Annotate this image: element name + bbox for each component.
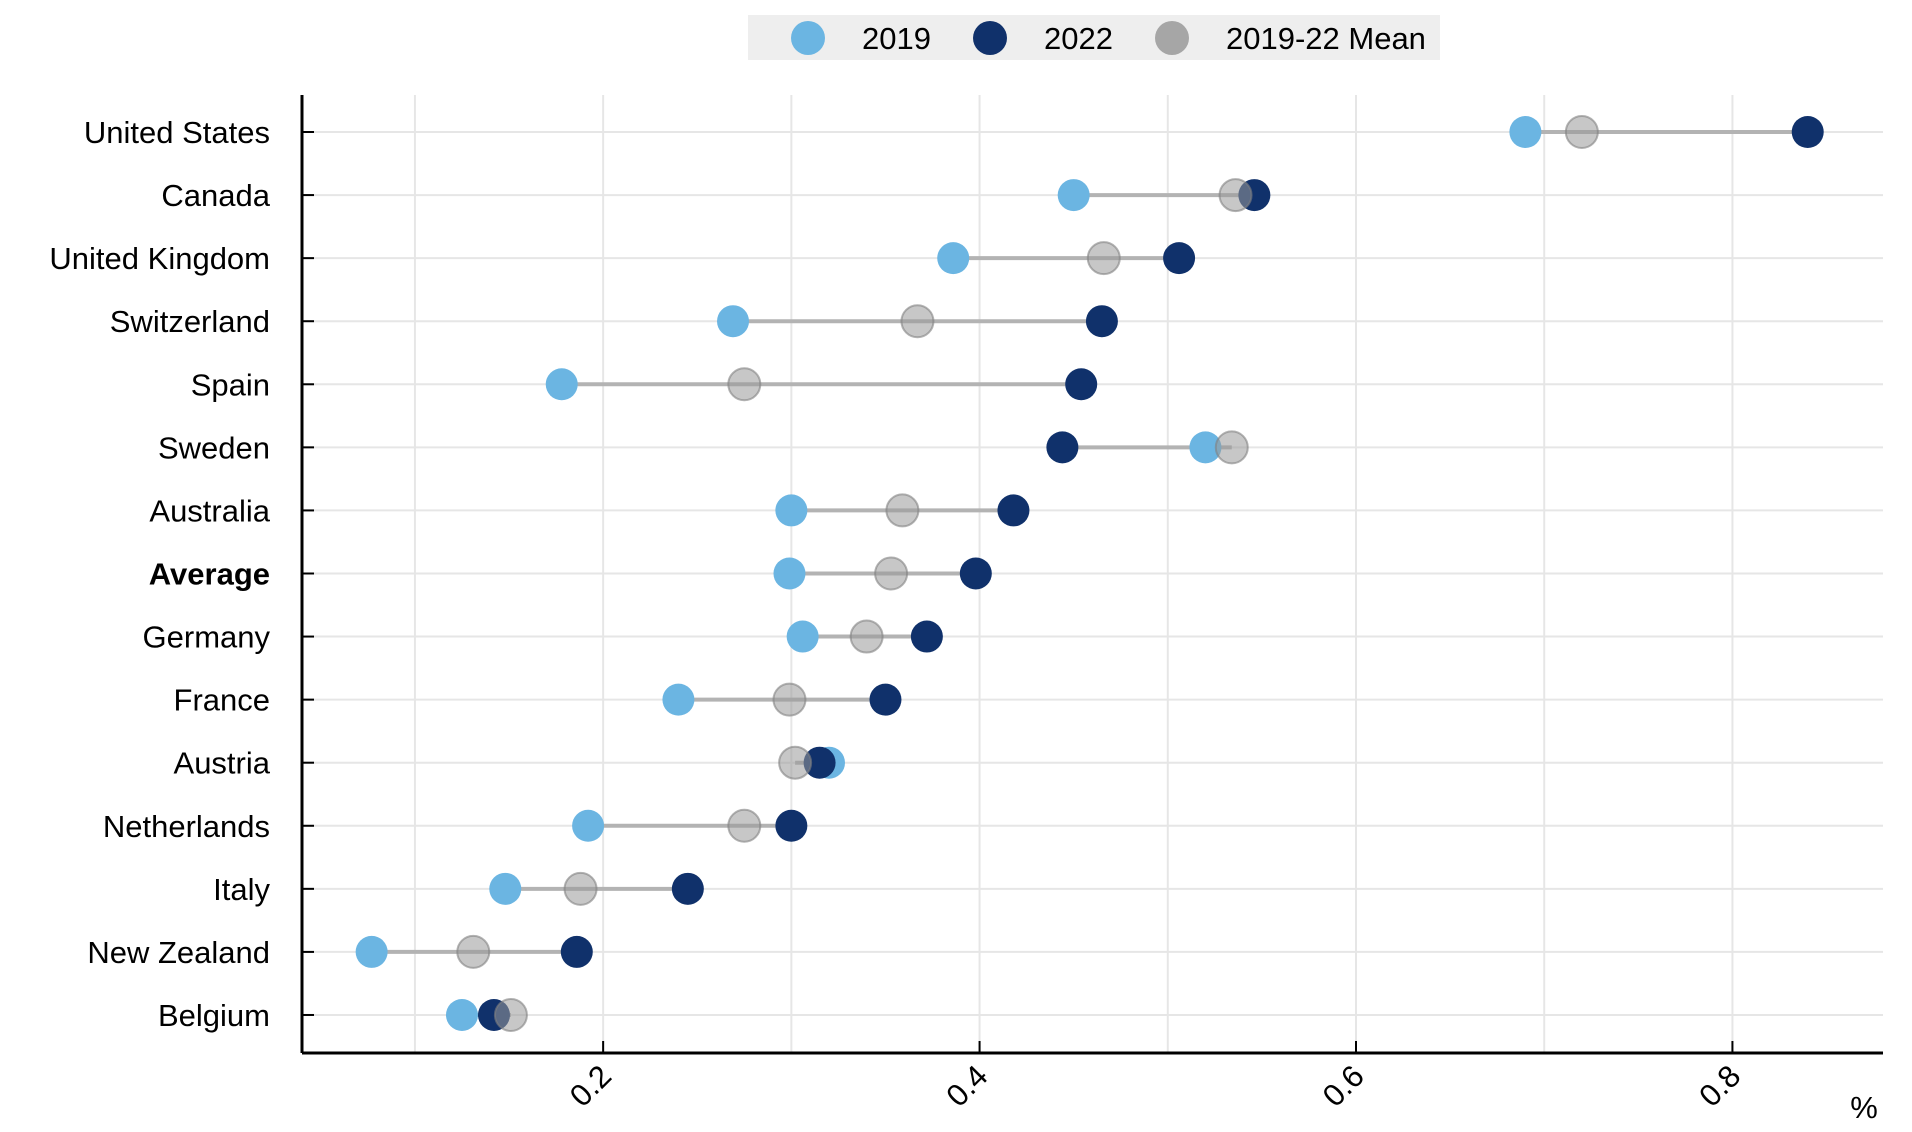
point-2019 [1057,179,1090,212]
axis-layer: United States Canada United Kingdom Switzer… [49,95,1883,1125]
row-belgium [445,997,528,1032]
row-australia [775,493,1030,528]
x-unit-label: % [1850,1090,1878,1125]
legend-item-3: 2019-22 Mean [1155,21,1426,56]
row-united-states [1509,115,1824,149]
row-spain [545,367,1098,402]
row-canada [1057,178,1271,213]
point-mean [1214,430,1249,465]
point-2022 [869,683,902,716]
point-2022 [997,494,1030,527]
point-mean [778,745,813,780]
row-average [773,556,992,591]
point-2019 [355,935,388,968]
row-italy [489,871,704,906]
category-label: Netherlands [103,809,270,844]
point-2022 [1791,116,1824,148]
category-label: Average [149,556,270,591]
point-mean [1564,115,1599,149]
point-2019 [937,242,970,275]
row-new-zealand [355,934,593,969]
category-label: Spain [191,367,270,402]
row-france [662,682,902,717]
point-mean [874,556,909,591]
point-2022 [1163,242,1196,275]
point-2019 [1509,116,1542,148]
category-label: France [174,683,270,718]
row-united-kingdom [937,241,1196,276]
row-germany [786,619,943,654]
point-2022 [959,557,992,590]
row-austria [778,745,845,780]
legend: 2019 2022 2019-22 Mean [748,15,1440,60]
row-netherlands [572,808,808,843]
point-2019 [717,305,750,338]
point-mean [493,997,528,1032]
category-label: New Zealand [87,935,270,970]
point-2019 [489,872,522,905]
legend-marker [1155,21,1189,55]
point-2019 [775,494,808,527]
point-2019 [572,809,605,842]
row-sweden [1046,430,1249,465]
point-2022 [1085,305,1118,338]
category-label: Sweden [158,430,270,465]
point-2022 [775,809,808,842]
category-label: Canada [161,178,270,213]
point-2019 [773,557,806,590]
point-mean [1086,241,1121,276]
category-label: Austria [174,746,271,781]
category-label: Switzerland [110,304,270,339]
category-label: Belgium [158,998,270,1033]
point-2019 [786,620,819,653]
legend-marker [791,21,825,55]
category-label: Germany [143,620,271,655]
point-mean [1218,178,1253,213]
point-mean [563,871,598,906]
point-2022 [560,935,593,968]
legend-label: 2019-22 Mean [1226,21,1426,56]
point-2022 [1065,368,1098,401]
legend-marker [973,21,1007,55]
point-mean [900,304,935,339]
legend-item-2: 2022 [973,21,1113,56]
point-2022 [671,872,704,905]
category-label: Australia [149,493,270,528]
point-2019 [545,368,578,401]
rows-layer [355,115,1824,1032]
legend-item-1: 2019 [791,21,931,56]
row-switzerland [717,304,1118,339]
point-2019 [445,998,478,1031]
category-label: United Kingdom [49,241,270,276]
category-label: Italy [213,872,270,907]
legend-label: 2022 [1044,21,1113,56]
legend-background [748,15,1440,60]
point-mean [727,808,762,843]
point-mean [885,493,920,528]
point-2022 [910,620,943,653]
point-mean [772,682,807,717]
point-2022 [1046,431,1079,464]
category-label: United States [84,115,270,150]
legend-label: 2019 [862,21,931,56]
point-mean [456,934,491,969]
point-2019 [1189,431,1222,464]
point-mean [849,619,884,654]
point-mean [727,367,762,402]
point-2022 [803,746,836,779]
point-2019 [662,683,695,716]
